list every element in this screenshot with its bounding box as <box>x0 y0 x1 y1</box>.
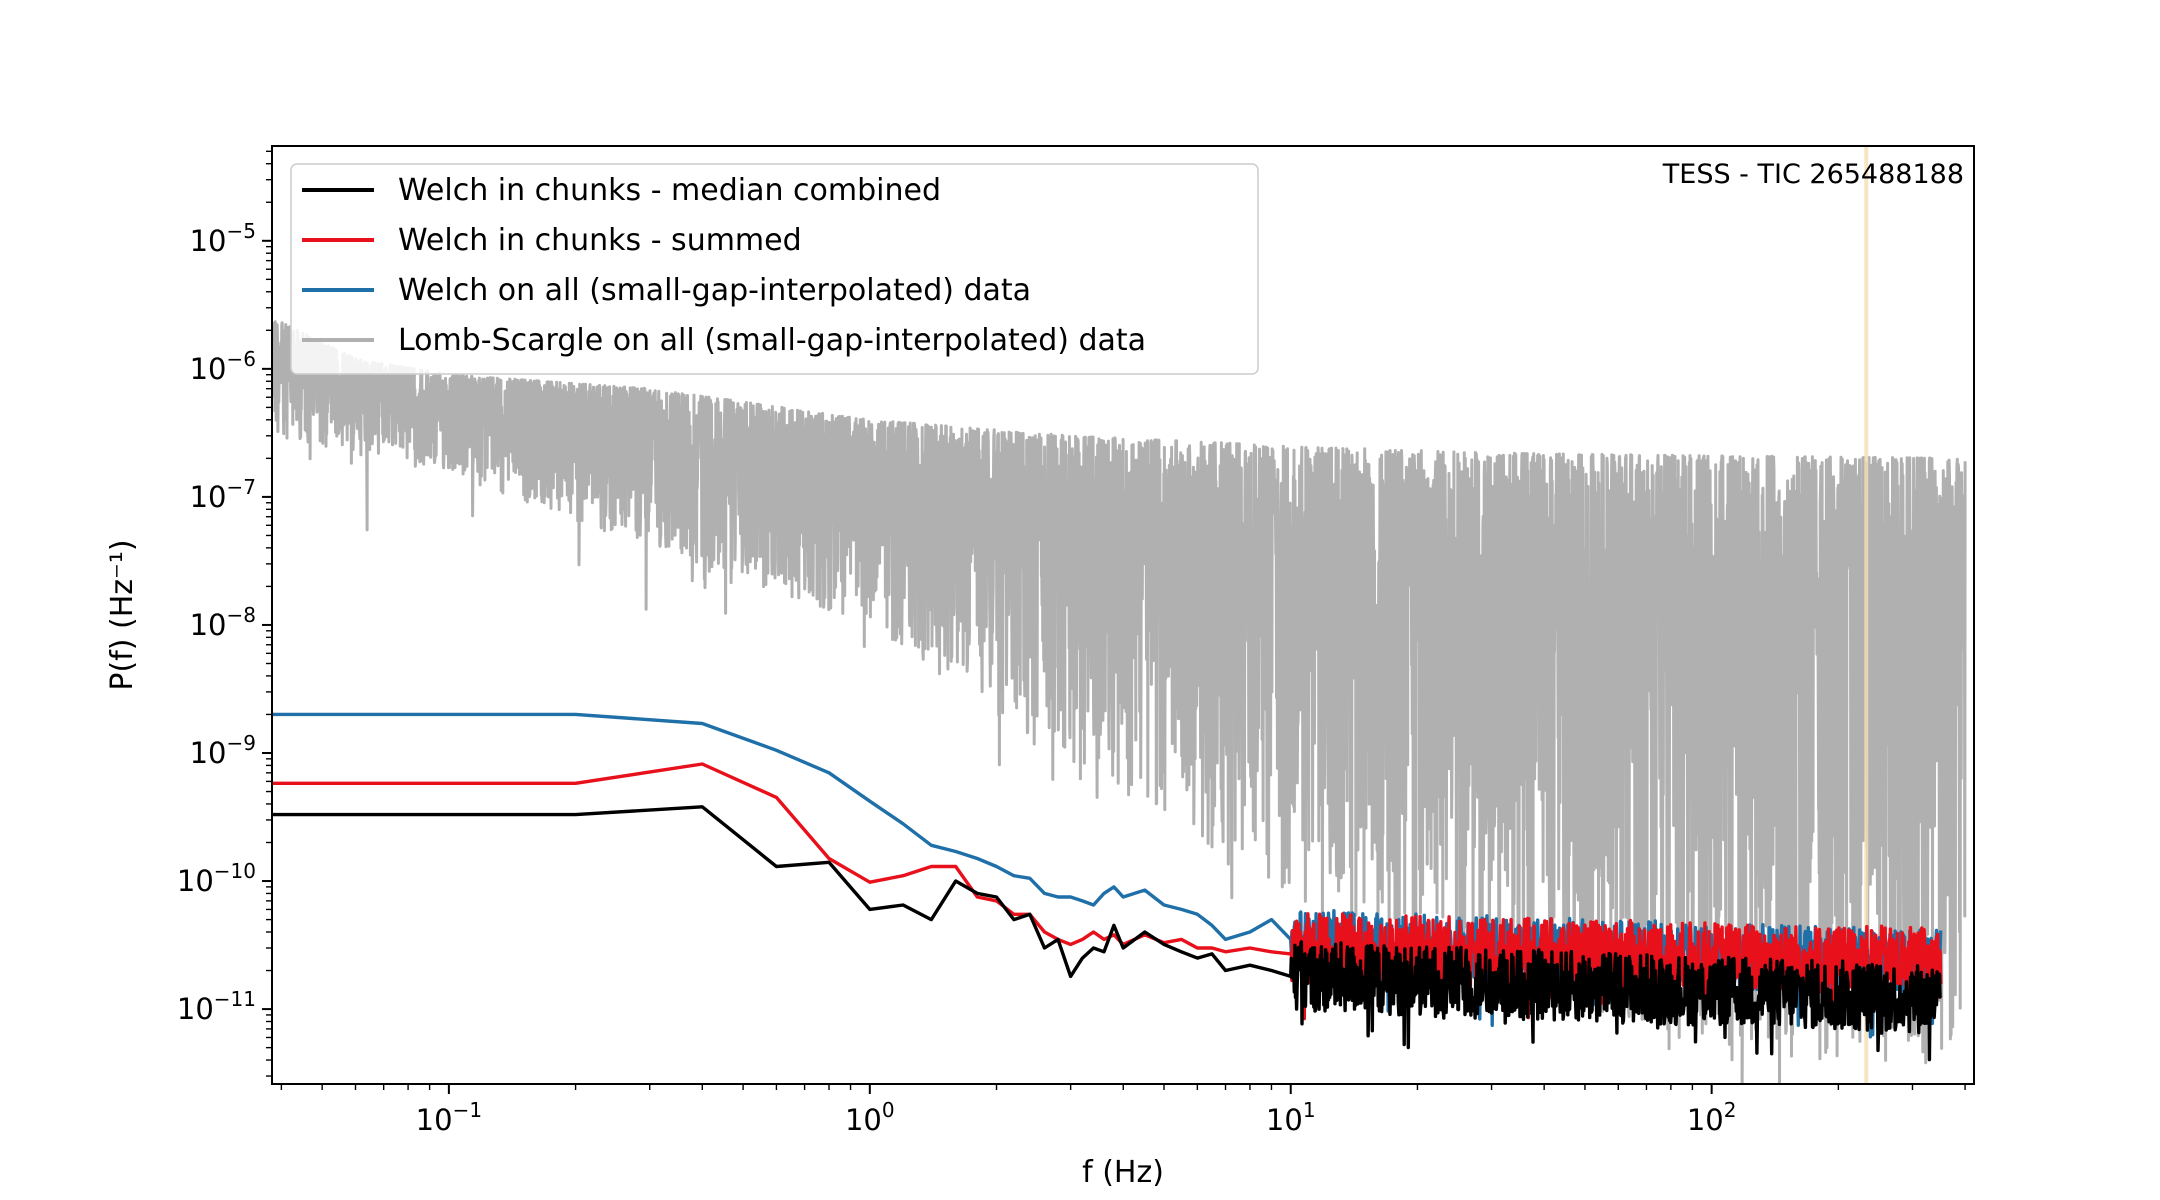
legend-label: Lomb-Scargle on all (small-gap-interpola… <box>398 323 1146 358</box>
legend-item-welch-all: Welch on all (small-gap-interpolated) da… <box>302 273 1031 308</box>
y-axis-ticks: 10−11 10−10 10−9 10−8 10−7 10−6 10−5 <box>177 150 272 1077</box>
lomb-scargle-series <box>272 320 1967 1084</box>
welch-series <box>272 712 1943 1062</box>
x-tick-label: 10−1 <box>416 1098 482 1137</box>
welch-summed-line <box>272 762 1943 1027</box>
legend-item-welch-median: Welch in chunks - median combined <box>302 173 941 208</box>
y-tick-label: 10−11 <box>177 987 256 1026</box>
y-tick-label: 10−6 <box>190 347 256 386</box>
x-axis-ticks: 10−1 100 101 102 <box>280 1084 1966 1137</box>
x-axis-label: f (Hz) <box>1082 1155 1164 1190</box>
legend-label: Welch in chunks - median combined <box>398 173 941 208</box>
y-tick-label: 10−10 <box>177 859 256 898</box>
legend-box <box>290 163 1259 375</box>
lomb-scargle-line <box>272 320 1967 1084</box>
welch-all-line <box>272 805 1943 1062</box>
legend-label: Welch in chunks - summed <box>398 223 802 258</box>
plot-area <box>272 146 1967 1084</box>
annotation-label: TESS - TIC 265488188 <box>1662 159 1964 190</box>
x-tick-label: 100 <box>845 1098 895 1137</box>
y-tick-label: 10−8 <box>190 603 256 642</box>
legend: Welch in chunks - median combined Welch i… <box>290 163 1259 375</box>
legend-item-welch-summed: Welch in chunks - summed <box>302 223 802 258</box>
y-tick-label: 10−5 <box>190 219 256 258</box>
x-tick-label: 101 <box>1266 1098 1316 1137</box>
legend-label: Welch on all (small-gap-interpolated) da… <box>398 273 1031 308</box>
y-tick-label: 10−7 <box>190 475 256 514</box>
x-tick-label: 102 <box>1687 1098 1737 1137</box>
y-axis-label: P(f) (Hz⁻¹) <box>105 539 140 690</box>
legend-item-lomb-scargle: Lomb-Scargle on all (small-gap-interpola… <box>302 323 1146 358</box>
y-tick-label: 10−9 <box>190 731 256 770</box>
